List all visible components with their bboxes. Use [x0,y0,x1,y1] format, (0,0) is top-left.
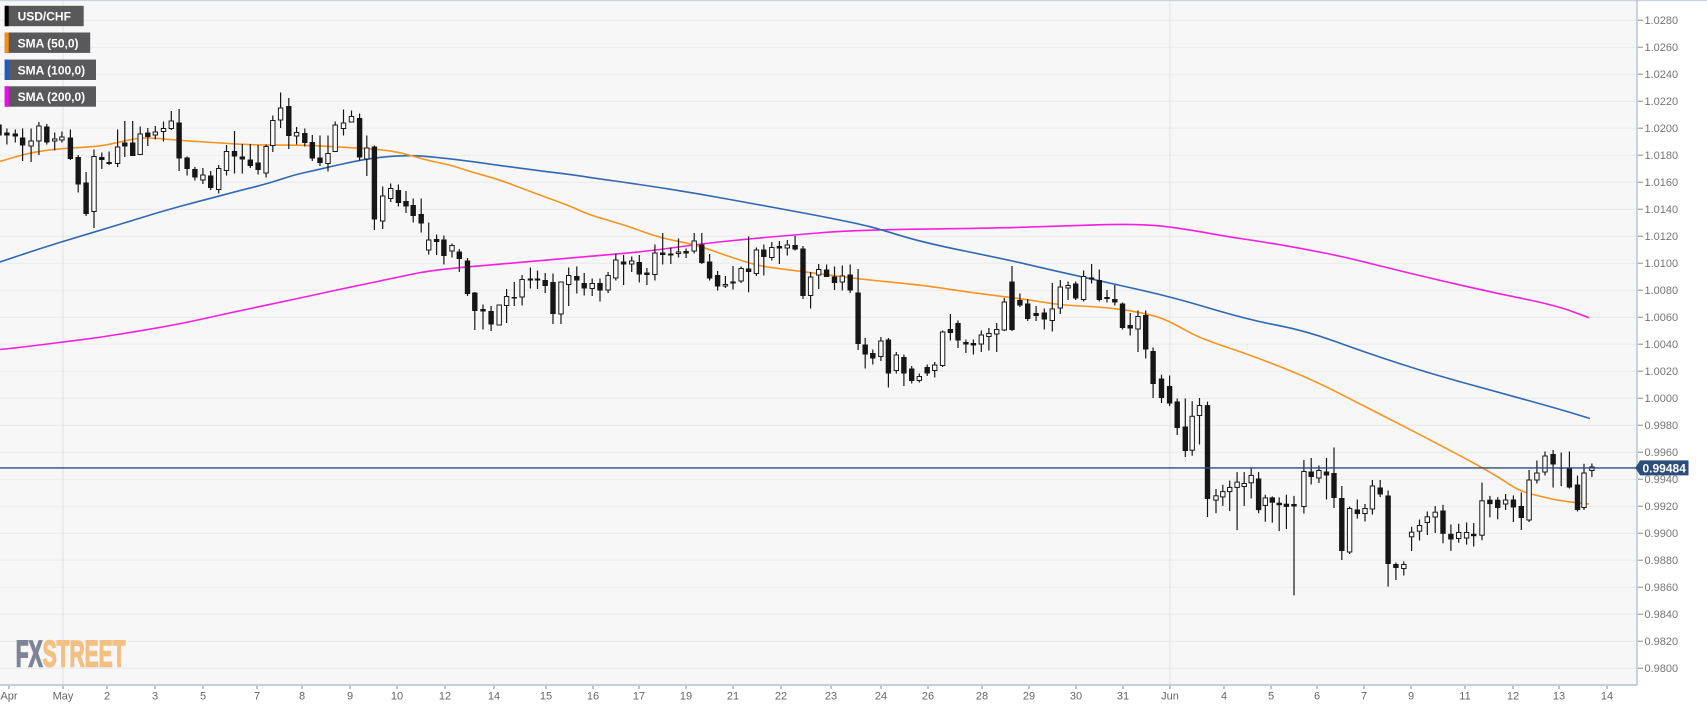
svg-text:1.0140: 1.0140 [1645,204,1679,216]
svg-text:15: 15 [540,691,552,703]
svg-text:Apr: Apr [0,691,17,703]
svg-text:1.0100: 1.0100 [1645,258,1679,270]
svg-text:11: 11 [1459,691,1470,703]
svg-text:3: 3 [152,691,158,703]
svg-text:21: 21 [727,691,739,703]
svg-text:7: 7 [254,691,260,703]
svg-text:0.9840: 0.9840 [1645,609,1679,621]
svg-text:6: 6 [1314,691,1320,703]
svg-text:31: 31 [1117,691,1129,703]
svg-text:1.0220: 1.0220 [1645,96,1679,108]
svg-text:0.99484: 0.99484 [1643,461,1687,475]
svg-text:1.0020: 1.0020 [1645,366,1679,378]
svg-text:1.0280: 1.0280 [1645,15,1679,27]
svg-text:0.9860: 0.9860 [1645,582,1679,594]
svg-text:16: 16 [587,691,599,703]
svg-text:0.9800: 0.9800 [1645,663,1679,675]
svg-text:1.0160: 1.0160 [1645,177,1679,189]
svg-text:22: 22 [775,691,787,703]
svg-text:8: 8 [299,691,305,703]
svg-text:SMA (200,0): SMA (200,0) [18,90,86,104]
svg-text:0.9980: 0.9980 [1645,420,1679,432]
svg-text:1.0060: 1.0060 [1645,312,1679,324]
svg-text:30: 30 [1070,691,1082,703]
svg-text:23: 23 [825,691,837,703]
svg-text:13: 13 [1553,691,1565,703]
svg-text:12: 12 [1507,691,1519,703]
svg-text:1.0040: 1.0040 [1645,339,1679,351]
svg-text:May: May [53,691,74,703]
svg-text:5: 5 [200,691,206,703]
svg-text:0.9960: 0.9960 [1645,447,1679,459]
svg-text:0.9900: 0.9900 [1645,528,1679,540]
svg-text:12: 12 [439,691,451,703]
svg-text:5: 5 [1268,691,1274,703]
svg-text:1.0120: 1.0120 [1645,231,1679,243]
svg-text:10: 10 [391,691,403,703]
svg-text:1.0080: 1.0080 [1645,285,1679,297]
svg-text:Jun: Jun [1161,691,1179,703]
svg-text:9: 9 [347,691,353,703]
svg-text:17: 17 [633,691,645,703]
svg-text:0.9940: 0.9940 [1645,474,1679,486]
svg-text:0.9820: 0.9820 [1645,636,1679,648]
svg-text:1.0240: 1.0240 [1645,69,1679,81]
svg-text:USD/CHF: USD/CHF [18,10,71,24]
svg-text:4: 4 [1221,691,1227,703]
svg-text:2: 2 [104,691,110,703]
svg-text:19: 19 [680,691,692,703]
svg-text:0.9920: 0.9920 [1645,501,1679,513]
svg-text:1.0180: 1.0180 [1645,150,1679,162]
svg-text:FXSTREET: FXSTREET [16,633,126,675]
svg-text:26: 26 [922,691,934,703]
svg-text:14: 14 [1601,691,1613,703]
svg-text:1.0260: 1.0260 [1645,42,1679,54]
svg-text:28: 28 [976,691,988,703]
svg-text:9: 9 [1408,691,1414,703]
svg-text:14: 14 [488,691,500,703]
svg-text:SMA (50,0): SMA (50,0) [18,36,79,50]
svg-text:1.0200: 1.0200 [1645,123,1679,135]
svg-text:29: 29 [1023,691,1035,703]
svg-text:0.9880: 0.9880 [1645,555,1679,567]
svg-text:1.0000: 1.0000 [1645,393,1679,405]
svg-text:24: 24 [875,691,887,703]
svg-text:7: 7 [1361,691,1367,703]
svg-text:SMA (100,0): SMA (100,0) [18,63,86,77]
